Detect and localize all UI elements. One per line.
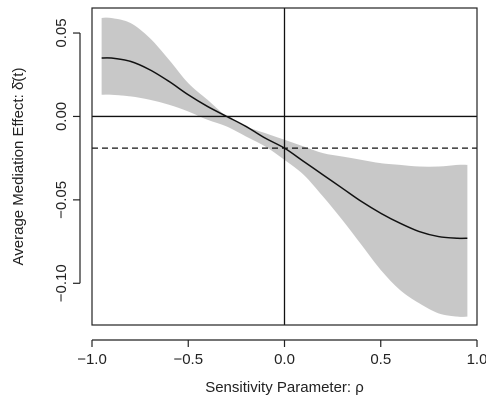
mediation-estimate-line [101, 57, 468, 240]
x-tick-label: 1.0 [467, 351, 486, 368]
confidence-band [101, 17, 468, 317]
plot-frame [91, 7, 478, 326]
x-tick-label: 0.5 [370, 351, 391, 368]
y-tick-label: 0.05 [53, 18, 70, 47]
x-tick-label: −0.5 [173, 351, 203, 368]
x-tick-label: −1.0 [77, 351, 107, 368]
x-tick-label: 0.0 [274, 351, 295, 368]
y-tick-label: −0.05 [53, 181, 70, 219]
y-tick-label: −0.10 [53, 264, 70, 302]
x-axis-title: Sensitivity Parameter: ρ [205, 379, 364, 396]
y-tick-label: 0.00 [53, 102, 70, 131]
y-axis-title: Average Mediation Effect: δ̄(t) [10, 68, 27, 266]
